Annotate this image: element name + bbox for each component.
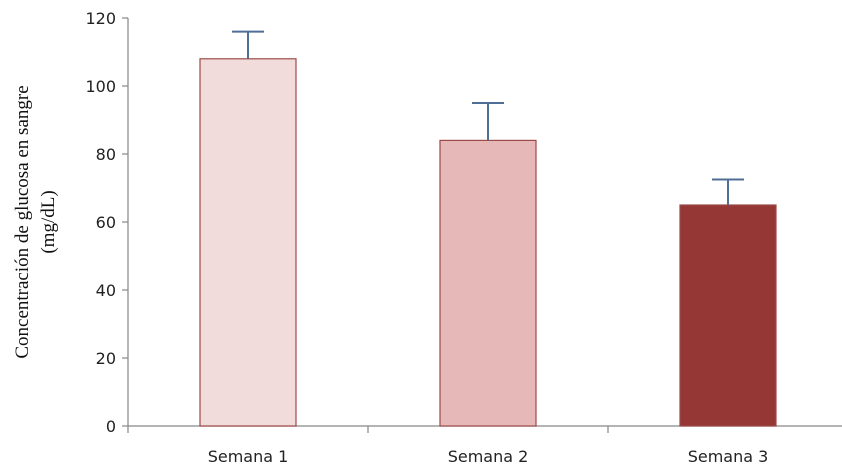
y-tick-label: 80 [96,145,116,164]
x-tick-labels: Semana 1 Semana 2 Semana 3 [208,447,769,466]
y-tick-label: 0 [106,417,116,436]
y-axis-label-line2: (mg/dL) [38,190,59,253]
y-tick-label: 20 [96,349,116,368]
x-tick-label: Semana 2 [448,447,529,466]
y-tick-label: 40 [96,281,116,300]
bar-3 [679,204,777,427]
bar-2 [439,139,537,427]
y-tick-labels: 0 20 40 60 80 100 120 [85,9,116,436]
chart-bars [199,58,777,427]
y-tick-label: 100 [85,77,116,96]
y-axis-label-line1: Concentración de glucosa en sangre [12,85,33,358]
y-tick-label: 60 [96,213,116,232]
bar-1 [199,58,297,427]
x-tick-label: Semana 3 [688,447,769,466]
chart-error-bars [232,30,744,205]
y-tick-label: 120 [85,9,116,28]
x-tick-label: Semana 1 [208,447,289,466]
